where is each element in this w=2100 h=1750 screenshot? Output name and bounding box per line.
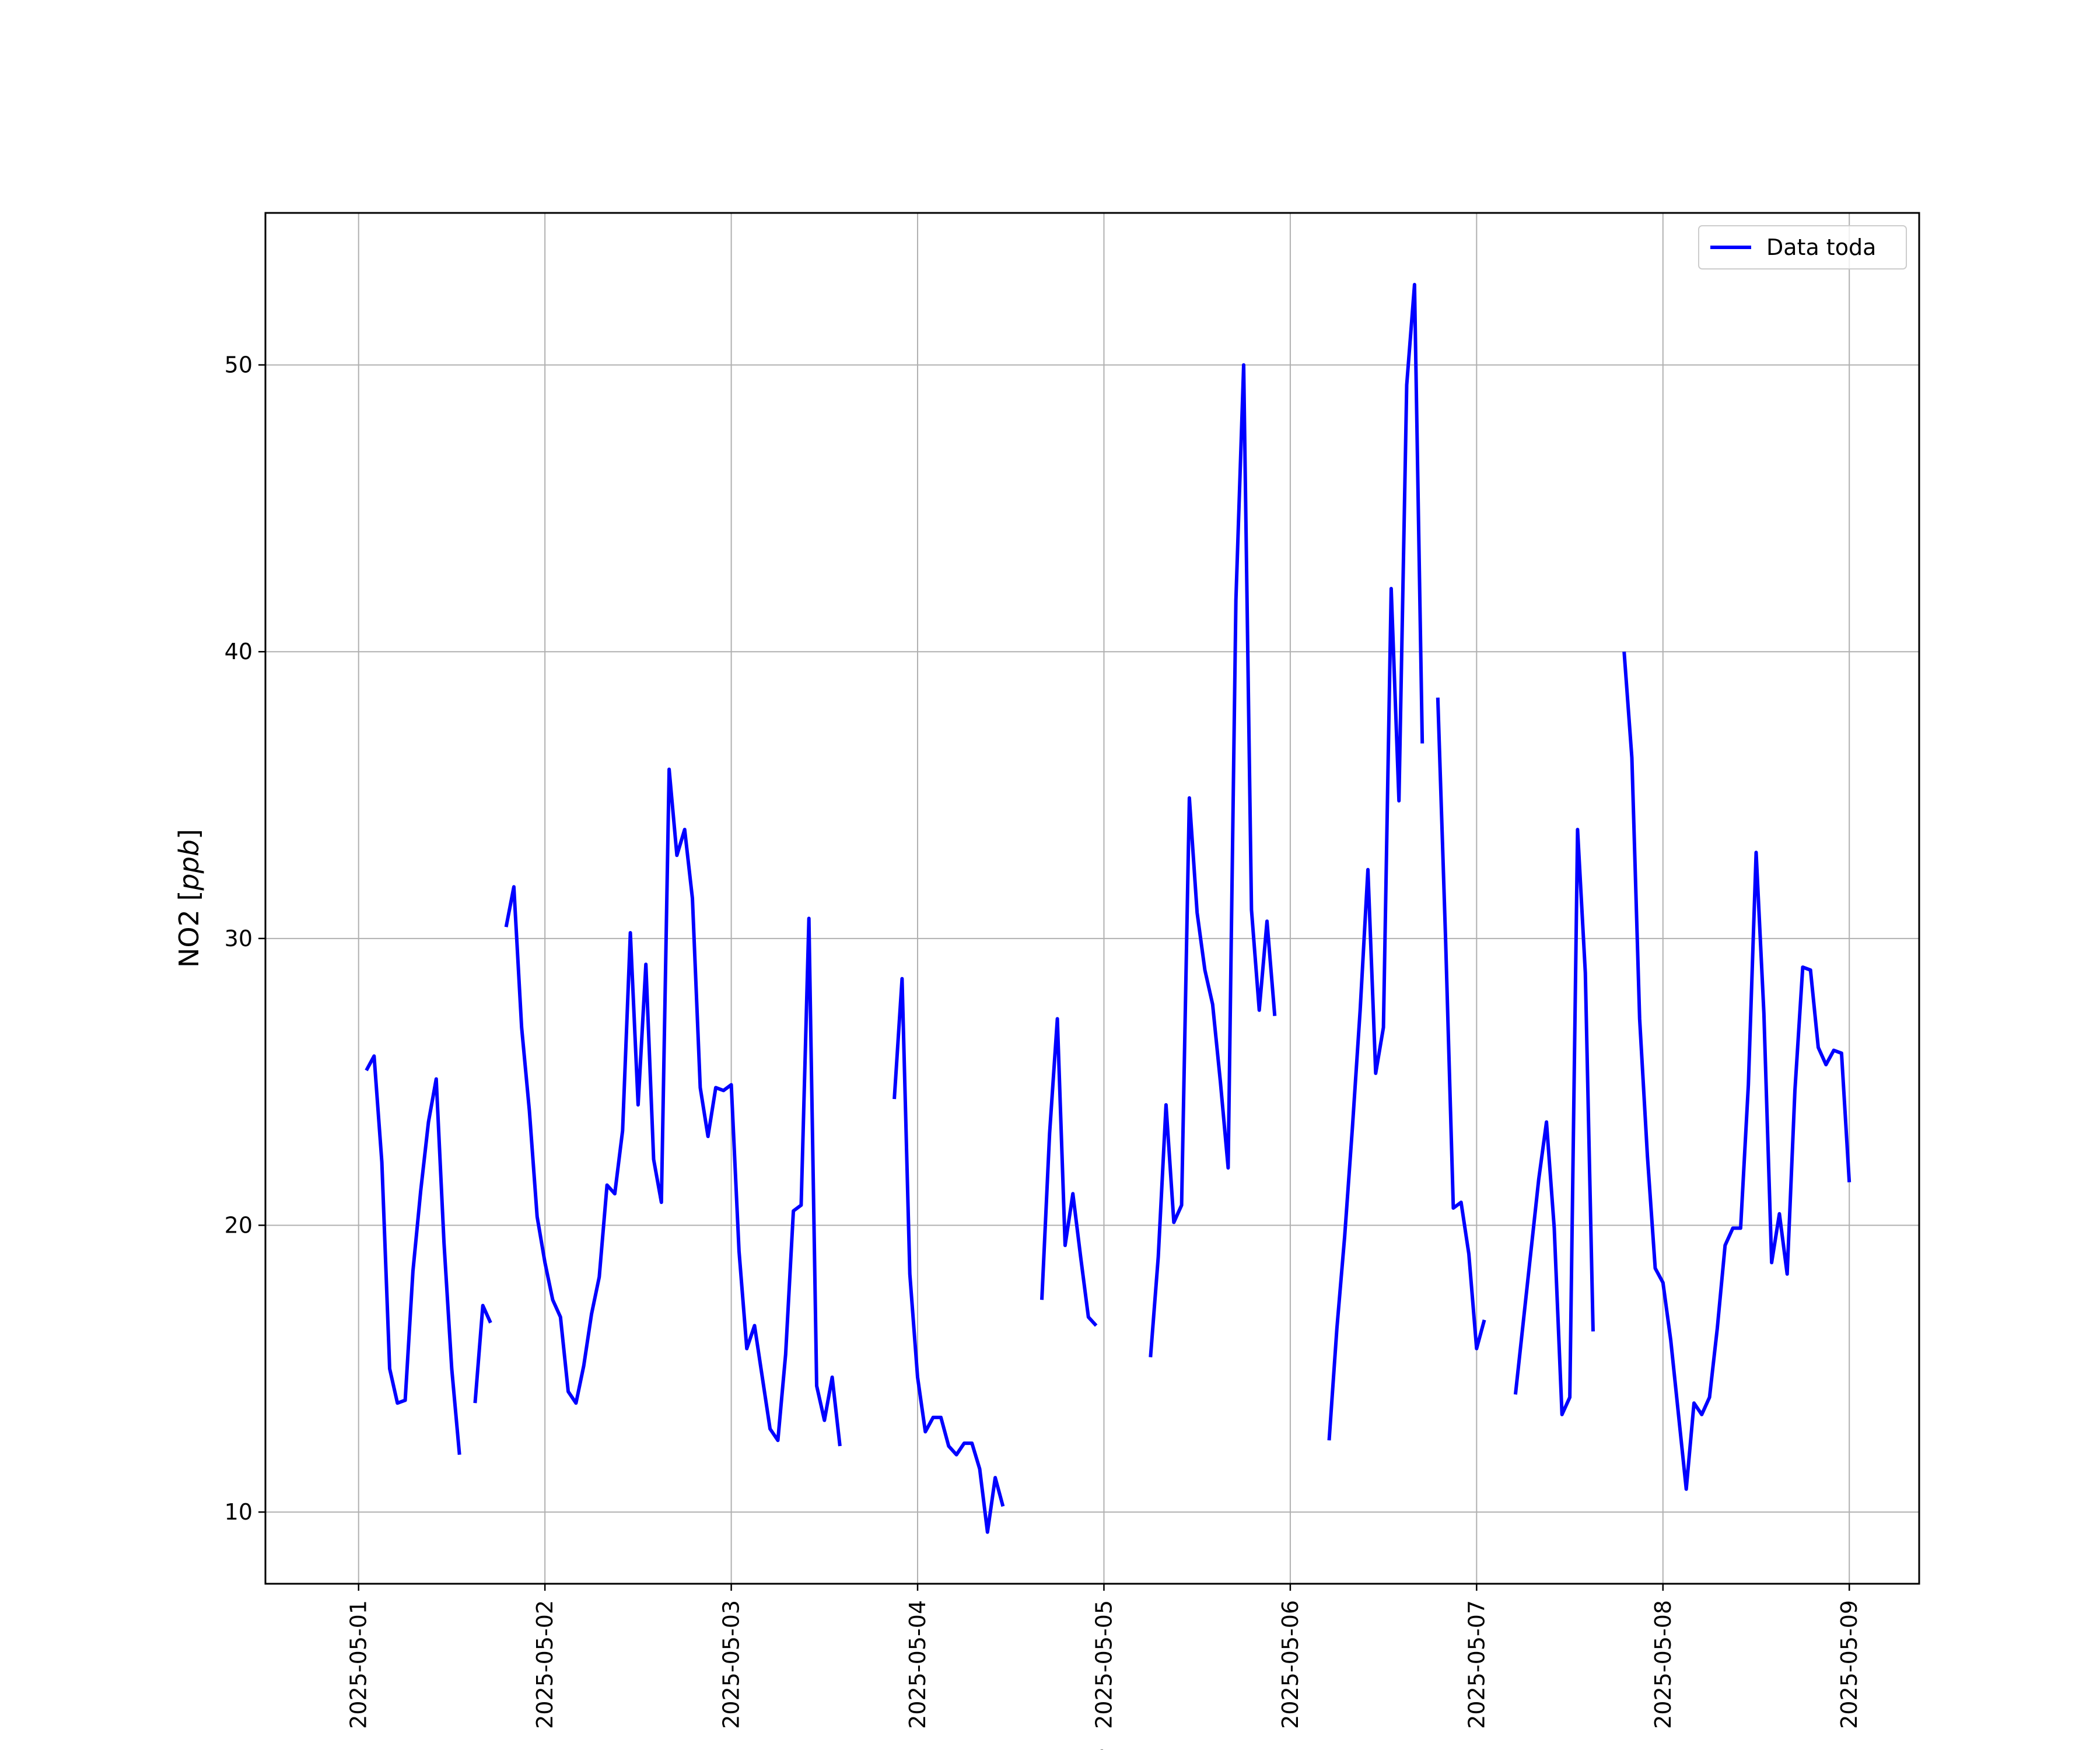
series-line-segment — [473, 1304, 492, 1404]
y-axis-title-unit: ppb — [173, 839, 205, 891]
series-line-segment — [1327, 282, 1424, 1441]
y-tick-label: 50 — [225, 352, 253, 378]
series-line-segment — [1040, 1017, 1098, 1327]
series-line-segment — [1436, 697, 1486, 1350]
y-tick-label: 40 — [225, 639, 253, 664]
x-tick-label: 2025-05-09 — [1836, 1600, 1862, 1729]
grid-lines — [265, 213, 1919, 1584]
plot-frame — [264, 212, 1920, 1585]
series-line-segment — [504, 767, 842, 1447]
y-tick-label: 20 — [225, 1212, 253, 1238]
series-line-segment — [892, 977, 1005, 1534]
y-tick-label: 10 — [225, 1499, 253, 1525]
x-axis-title: Fecha — [1053, 1745, 1132, 1750]
x-tick-label: 2025-05-06 — [1278, 1600, 1303, 1729]
x-tick-label: 2025-05-05 — [1091, 1600, 1116, 1729]
legend: Data toda — [1698, 225, 1907, 270]
series-line-segment — [1513, 828, 1595, 1416]
x-tick-label: 2025-05-03 — [719, 1600, 744, 1729]
y-axis-title-bracket: ] — [173, 829, 205, 839]
series-lines — [365, 282, 1852, 1534]
x-tick-label: 2025-05-08 — [1650, 1600, 1676, 1729]
legend-box — [1698, 225, 1907, 270]
axis-ticks: 10 20 30 40 50 2025-05-01 2025-05-02 2025-05-03… — [225, 352, 1863, 1729]
series-line-segment — [365, 1054, 461, 1455]
series-line-segment — [1622, 651, 1852, 1491]
x-tick-label: 2025-05-07 — [1464, 1600, 1489, 1729]
series-line-segment — [1149, 363, 1277, 1357]
x-tick-label: 2025-05-02 — [532, 1600, 558, 1729]
x-tick-label: 2025-05-04 — [905, 1600, 930, 1729]
legend-label: Data toda — [1766, 235, 1876, 260]
x-tick-label: 2025-05-01 — [346, 1600, 372, 1729]
y-axis-title: NO2 [ppb] — [173, 829, 205, 968]
y-tick-label: 30 — [225, 926, 253, 951]
y-axis-title-text: NO2 [ — [173, 891, 205, 968]
